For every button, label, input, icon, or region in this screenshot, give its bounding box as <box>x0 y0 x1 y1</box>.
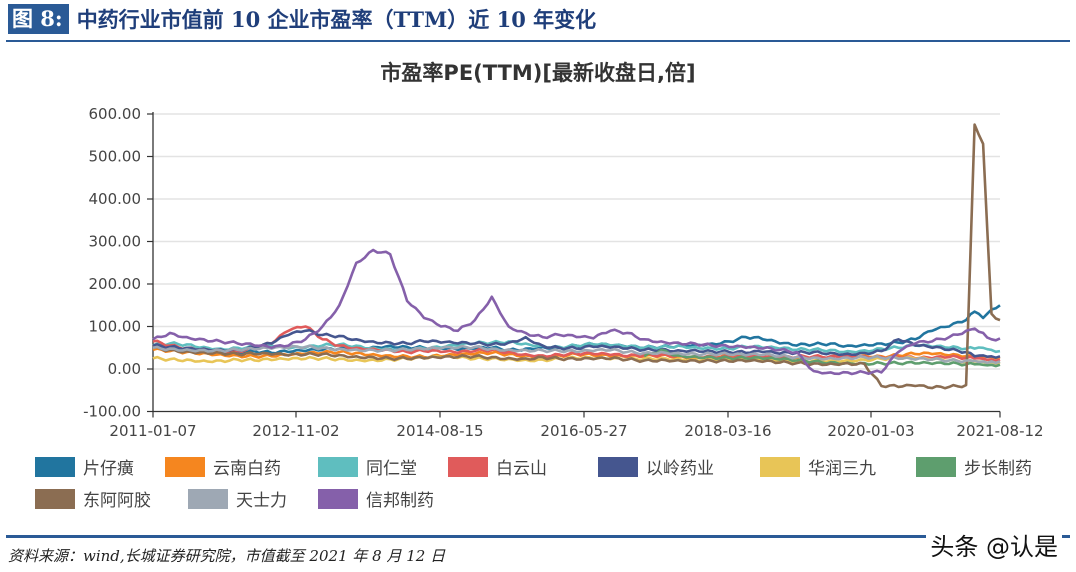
legend-swatch-icon <box>916 457 956 477</box>
series-line <box>152 123 1001 390</box>
y-tick-label: 200.00 <box>89 275 142 293</box>
legend-item[interactable]: 信邦制药 <box>318 489 434 511</box>
legend-item[interactable]: 同仁堂 <box>318 457 417 479</box>
legend-swatch-icon <box>35 457 75 477</box>
x-tick-label: 2012-11-02 <box>252 422 339 440</box>
legend-swatch-icon <box>598 457 638 477</box>
series-line <box>152 248 1001 376</box>
legend-label: 片仔癀 <box>83 459 134 479</box>
y-tick-label: 300.00 <box>89 233 142 251</box>
y-tick-label: -100.00 <box>83 403 141 421</box>
bottom-rule <box>6 535 1070 538</box>
watermark: 头条 @认是 <box>926 527 1062 562</box>
y-tick-label: 400.00 <box>89 190 142 208</box>
y-tick-label: 100.00 <box>89 318 142 336</box>
x-tick-label: 2011-01-07 <box>109 422 196 440</box>
legend-item[interactable]: 天士力 <box>188 489 287 511</box>
y-tick-label: 500.00 <box>89 148 142 166</box>
legend-swatch-icon <box>165 457 205 477</box>
legend-swatch-icon <box>318 489 358 509</box>
y-axis: 600.00 500.00 400.00 300.00 200.00 100.00 0.00… <box>83 105 154 421</box>
figure-title: 中药行业市值前 10 企业市盈率（TTM）近 10 年变化 <box>76 7 597 32</box>
grid-lines <box>153 113 1000 370</box>
legend-label: 华润三九 <box>808 459 876 479</box>
x-tick-label: 2020-01-03 <box>827 422 914 440</box>
series-line <box>152 344 1001 365</box>
legend-label: 步长制药 <box>964 459 1032 479</box>
legend-label: 白云山 <box>496 459 547 479</box>
legend-label: 信邦制药 <box>366 491 434 511</box>
legend-item[interactable]: 步长制药 <box>916 457 1032 479</box>
legend-item[interactable]: 云南白药 <box>165 457 281 479</box>
x-tick-label: 2021-08-12 <box>956 422 1043 440</box>
legend-label: 同仁堂 <box>366 459 417 479</box>
source-note: 资料来源：wind,长城证券研究院，市值截至 2021 年 8 月 12 日 <box>8 547 446 565</box>
x-tick-label: 2018-03-16 <box>684 422 771 440</box>
legend-label: 天士力 <box>236 491 287 511</box>
legend-label: 云南白药 <box>213 459 281 479</box>
legend-item[interactable]: 东阿阿胶 <box>35 489 151 511</box>
chart-title: 市盈率PE(TTM)[最新收盘日,倍] <box>380 61 695 85</box>
top-rule <box>6 40 1070 42</box>
y-tick-label: 600.00 <box>89 105 142 123</box>
legend-swatch-icon <box>448 457 488 477</box>
legend-item[interactable]: 片仔癀 <box>35 457 134 479</box>
legend-item[interactable]: 华润三九 <box>760 457 876 479</box>
series-lines <box>152 123 1001 390</box>
legend-item[interactable]: 白云山 <box>448 457 547 479</box>
x-tick-label: 2014-08-15 <box>396 422 483 440</box>
legend-label: 东阿阿胶 <box>83 491 151 511</box>
legend-swatch-icon <box>760 457 800 477</box>
series-line <box>643 348 1001 368</box>
figure-label: 图 8: <box>8 4 69 34</box>
series-line <box>152 328 1001 360</box>
legend-swatch-icon <box>35 489 75 509</box>
y-tick-label: 0.00 <box>108 360 141 378</box>
line-chart: 市盈率PE(TTM)[最新收盘日,倍] 600.00 500.00 400.00 30… <box>35 61 1044 511</box>
x-tick-label: 2016-05-27 <box>540 422 627 440</box>
figure-header: 图 8: 中药行业市值前 10 企业市盈率（TTM）近 10 年变化 <box>8 4 596 34</box>
legend-item[interactable]: 以岭药业 <box>598 457 714 479</box>
x-axis: 2011-01-07 2012-11-02 2014-08-15 2016-05-27… <box>109 410 1044 440</box>
legend-label: 以岭药业 <box>646 459 714 479</box>
legend-swatch-icon <box>318 457 358 477</box>
legend-swatch-icon <box>188 489 228 509</box>
